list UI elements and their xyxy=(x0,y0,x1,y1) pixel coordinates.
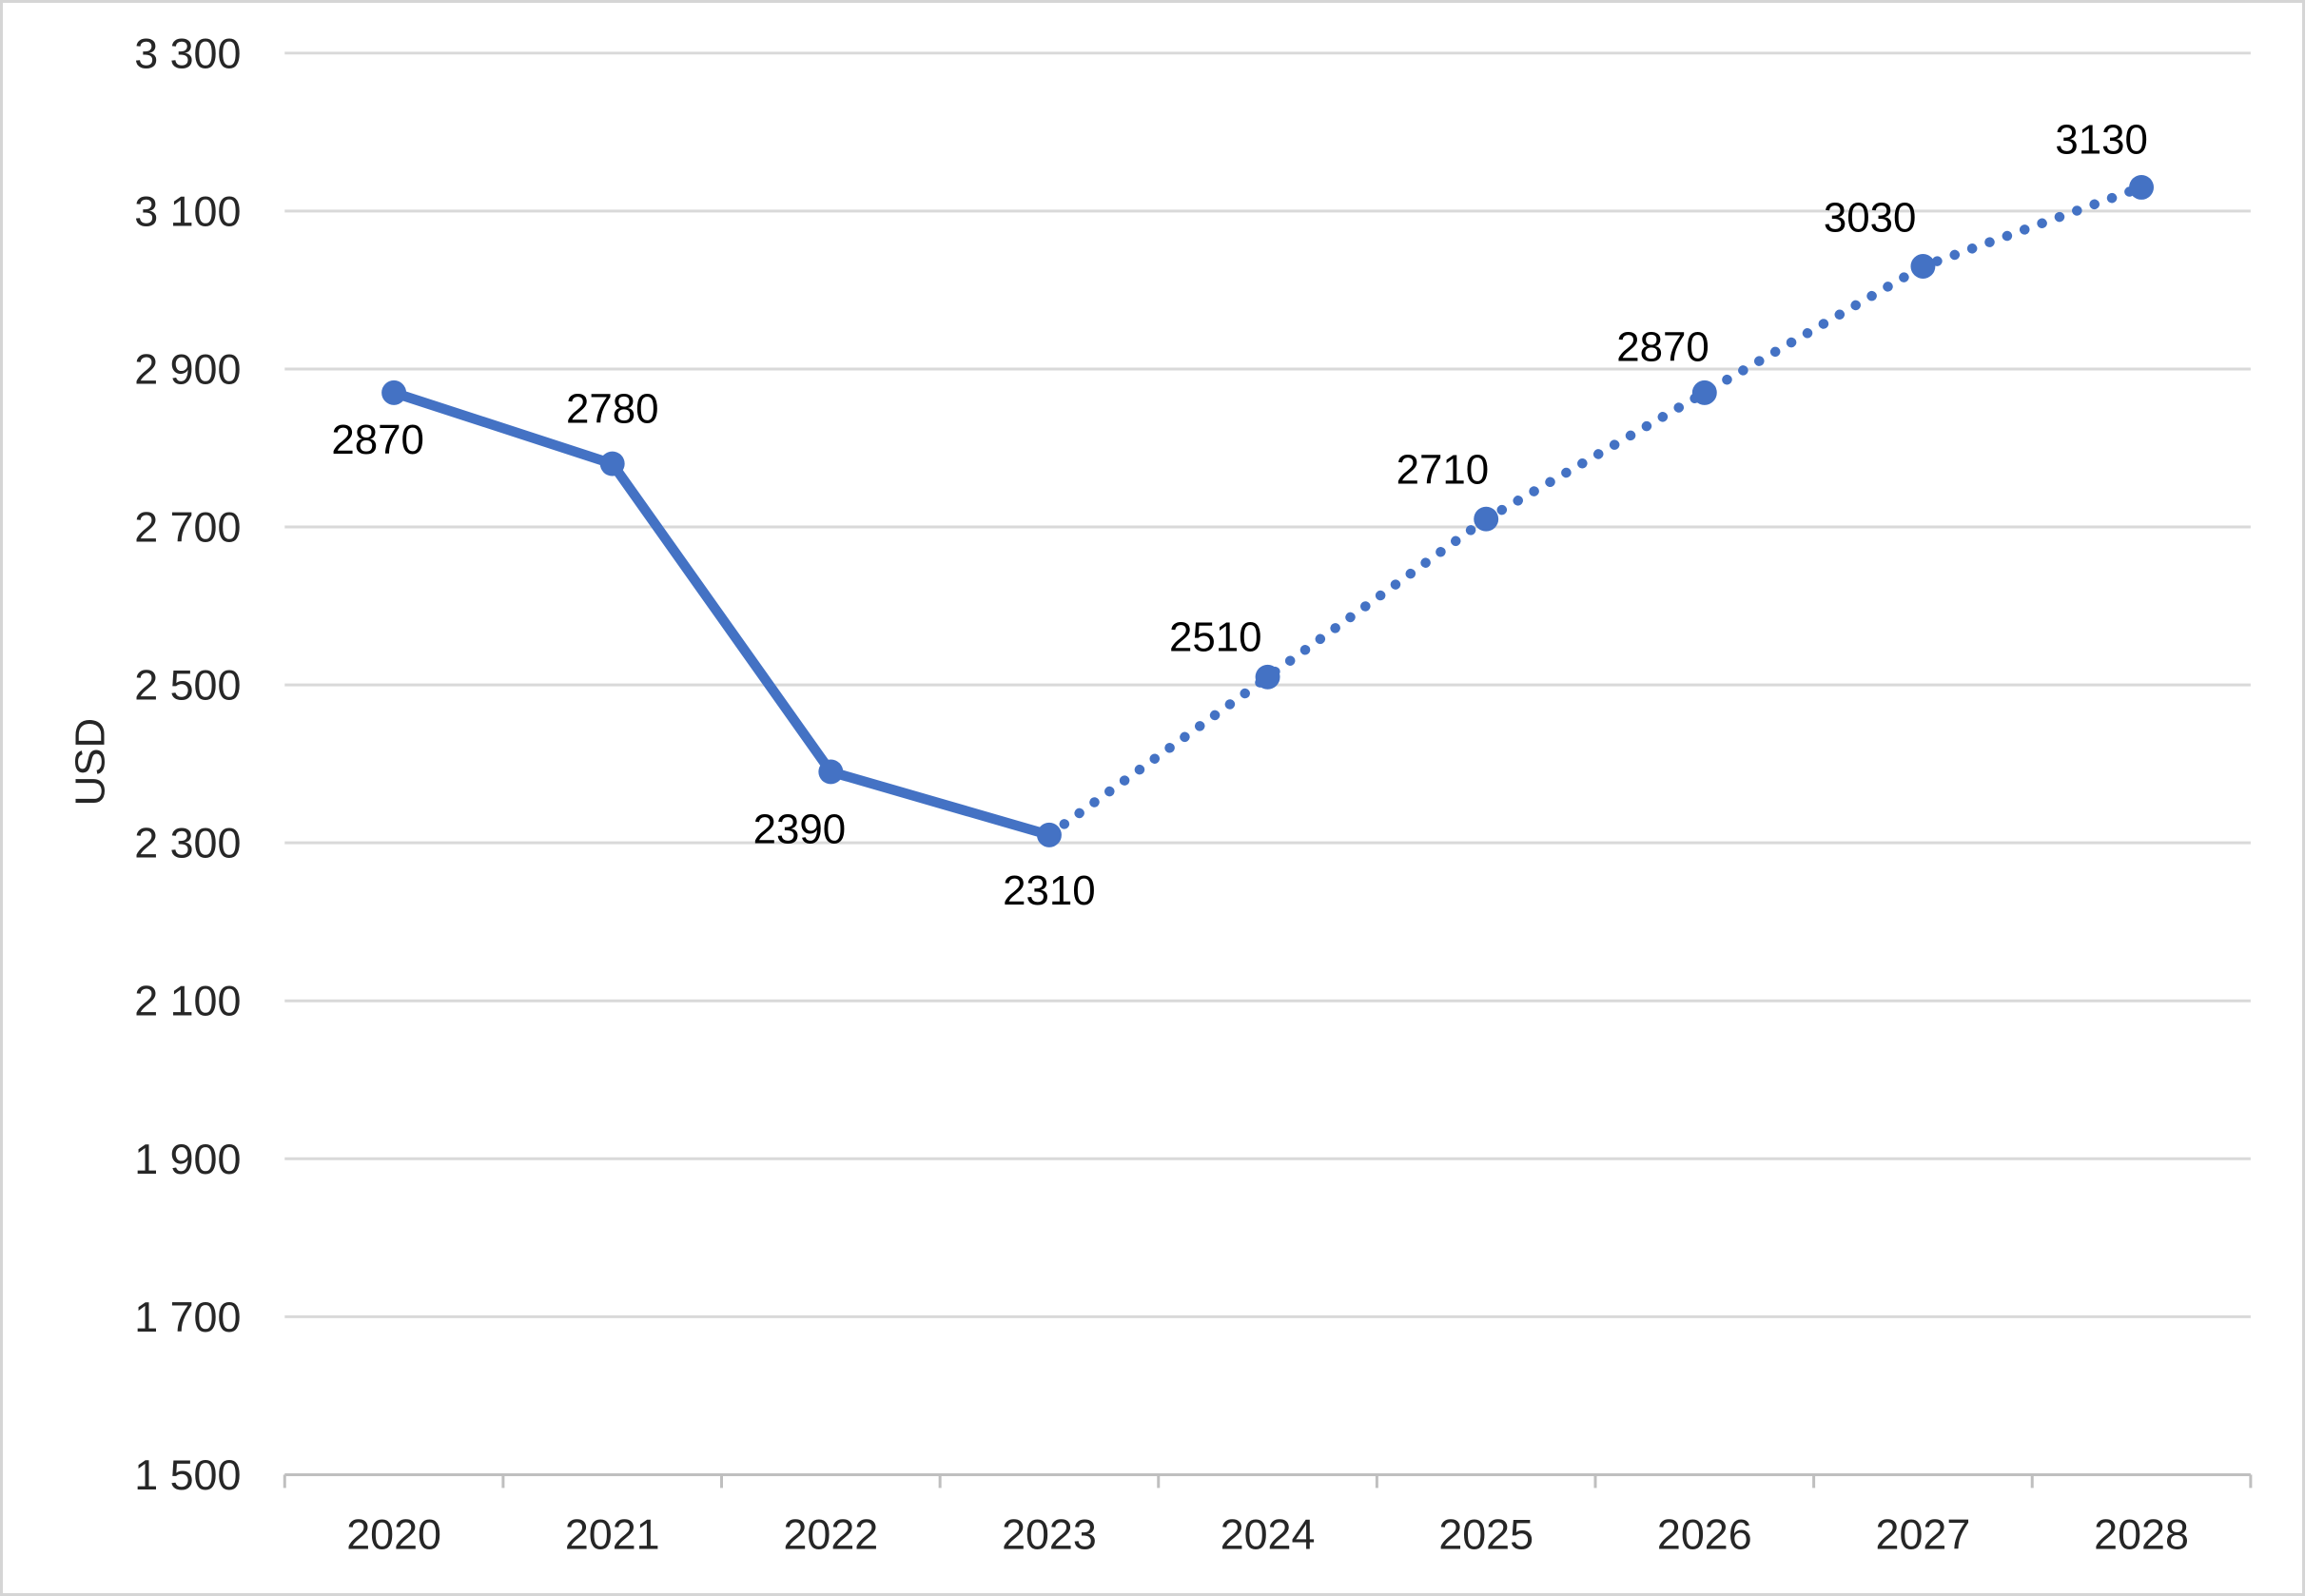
y-axis-tick-label: 3 300 xyxy=(134,29,241,77)
data-label-2027: 3030 xyxy=(1824,195,1917,242)
data-label-2024: 2510 xyxy=(1169,613,1262,660)
data-point-2025 xyxy=(1474,506,1499,532)
y-axis-tick-label: 2 100 xyxy=(134,977,241,1025)
y-axis-tick-label: 2 500 xyxy=(134,661,241,710)
y-axis-tick-label: 1 500 xyxy=(134,1450,241,1499)
data-label-2023: 2310 xyxy=(1003,867,1096,914)
y-axis-tick-label: 3 100 xyxy=(134,186,241,235)
data-point-2027 xyxy=(1910,254,1936,279)
series-line-actual xyxy=(392,387,1051,840)
y-axis-title: USD xyxy=(68,718,114,807)
y-axis-tick-label: 2 900 xyxy=(134,344,241,393)
x-axis-tick-label: 2025 xyxy=(1438,1510,1533,1559)
data-point-2020 xyxy=(381,380,407,405)
data-point-2028 xyxy=(2129,175,2155,200)
x-axis-tick-label: 2026 xyxy=(1657,1510,1752,1559)
x-axis-tick-label: 2027 xyxy=(1876,1510,1971,1559)
data-point-2026 xyxy=(1691,380,1717,405)
data-label-2022: 2390 xyxy=(753,807,847,853)
data-label-2025: 2710 xyxy=(1397,446,1490,493)
x-axis-tick-label: 2023 xyxy=(1002,1510,1097,1559)
y-axis-tick-label: 2 700 xyxy=(134,503,241,552)
data-label-2026: 2870 xyxy=(1616,324,1709,371)
data-label-2020: 2870 xyxy=(331,417,424,463)
data-label-2021: 2780 xyxy=(566,385,659,432)
x-axis-tick-label: 2028 xyxy=(2094,1510,2189,1559)
y-axis-tick-label: 1 700 xyxy=(134,1293,241,1341)
chart-canvas: 1 500 1 700 1 900 2 100 2 300 2 500 2 700 2 900… xyxy=(68,29,2253,1559)
x-axis-tick-label: 2020 xyxy=(346,1510,441,1559)
data-point-2022 xyxy=(818,759,844,785)
data-point-2023 xyxy=(1036,822,1062,847)
y-axis-tick-label: 1 900 xyxy=(134,1135,241,1183)
data-point-2024 xyxy=(1255,664,1280,690)
data-point-2021 xyxy=(599,451,625,477)
data-label-2028: 3130 xyxy=(2055,117,2148,164)
y-axis-tick-label: 2 300 xyxy=(134,819,241,867)
x-axis-tick-label: 2024 xyxy=(1221,1510,1316,1559)
x-axis-tick-label: 2022 xyxy=(783,1510,878,1559)
series-line-forecast xyxy=(1044,182,2147,841)
x-axis-tick-label: 2021 xyxy=(565,1510,660,1559)
